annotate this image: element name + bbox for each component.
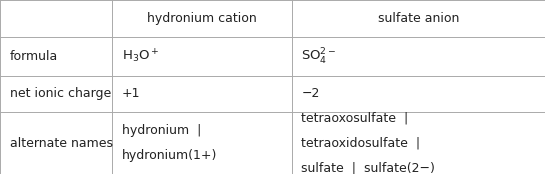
Text: $\mathrm{H_3O^+}$: $\mathrm{H_3O^+}$ [122,48,159,65]
Text: sulfate  |  sulfate(2−): sulfate | sulfate(2−) [301,162,435,174]
Text: tetraoxosulfate  |: tetraoxosulfate | [301,111,409,124]
Text: hydronium  |: hydronium | [122,124,201,137]
Text: net ionic charge: net ionic charge [10,88,111,100]
Text: $\mathrm{SO_4^{2-}}$: $\mathrm{SO_4^{2-}}$ [301,46,337,67]
Text: tetraoxidosulfate  |: tetraoxidosulfate | [301,137,421,150]
Text: +1: +1 [122,88,140,100]
Text: alternate names: alternate names [10,137,113,150]
Text: hydronium cation: hydronium cation [147,12,257,25]
Text: −2: −2 [301,88,320,100]
Text: formula: formula [10,50,58,63]
Text: hydronium(1+): hydronium(1+) [122,149,217,162]
Text: sulfate anion: sulfate anion [378,12,459,25]
